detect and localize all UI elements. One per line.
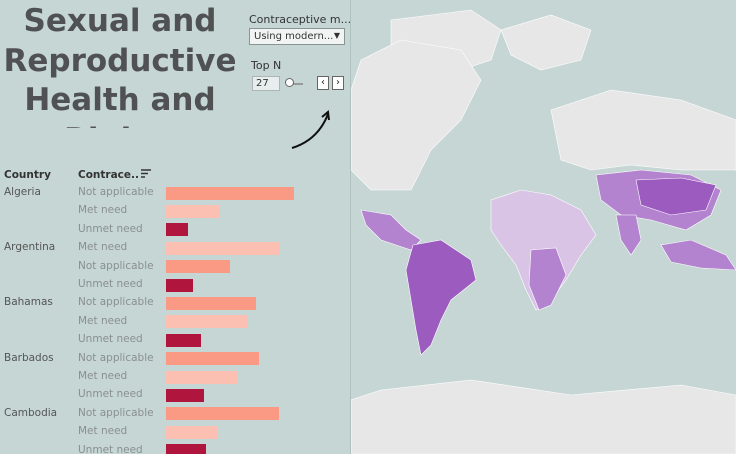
bar-met-need[interactable]: [166, 425, 218, 439]
south-america-region: [405, 239, 477, 356]
southern-africa-region: [528, 247, 567, 311]
row-type-label: Not applicable: [78, 296, 154, 309]
row-country-label: Cambodia: [4, 406, 58, 419]
bar-met-need[interactable]: [166, 370, 238, 384]
row-type-label: Met need: [78, 425, 128, 438]
bar-met-need[interactable]: [166, 315, 247, 329]
row-type-label: Met need: [78, 204, 128, 217]
india-region: [615, 214, 642, 256]
previous-button[interactable]: ‹: [317, 76, 329, 90]
bar-met-need[interactable]: [166, 241, 280, 255]
china-region: [635, 177, 717, 216]
sort-icon[interactable]: [140, 169, 152, 179]
topn-slider-handle[interactable]: [285, 78, 294, 87]
bar-not-applicable[interactable]: [166, 352, 259, 366]
row-type-label: Not applicable: [78, 351, 154, 364]
dropdown-value: Using modern...: [254, 31, 334, 42]
filter-label: Contraceptive m...: [249, 13, 350, 26]
row-type-label: Unmet need: [78, 222, 143, 235]
topn-input[interactable]: 27: [252, 76, 280, 91]
antarctica-region: [351, 379, 736, 454]
topn-slider-track[interactable]: [287, 83, 303, 85]
panel-divider: [350, 0, 351, 454]
row-country-label: Barbados: [4, 351, 54, 364]
bar-unmet-need[interactable]: [166, 333, 201, 347]
bar-not-applicable[interactable]: [166, 186, 294, 200]
row-type-label: Met need: [78, 370, 128, 382]
bar-unmet-need[interactable]: [166, 388, 204, 402]
central-america-region: [360, 209, 422, 251]
north-america-region: [351, 39, 482, 191]
bar-met-need[interactable]: [166, 204, 220, 218]
row-type-label: Not applicable: [78, 186, 154, 198]
southeast-asia-region: [660, 239, 736, 271]
row-type-label: Met need: [78, 241, 128, 254]
contraceptive-method-dropdown[interactable]: Using modern... ▼: [249, 28, 345, 45]
bar-not-applicable[interactable]: [166, 296, 256, 310]
row-type-label: Not applicable: [78, 406, 154, 419]
row-country-label: Bahamas: [4, 296, 53, 309]
curved-arrow-icon: [291, 110, 330, 149]
world-map[interactable]: [351, 0, 736, 454]
next-button[interactable]: ›: [332, 76, 344, 90]
bar-not-applicable[interactable]: [166, 407, 279, 421]
page-title: Sexual and Reproductive Health and Right…: [3, 3, 237, 128]
topn-label: Top N: [251, 59, 282, 72]
row-type-label: Unmet need: [78, 278, 143, 290]
chevron-down-icon: ▼: [333, 31, 340, 40]
row-type-label: Met need: [78, 314, 128, 327]
left-panel: Sexual and Reproductive Health and Right…: [0, 0, 350, 454]
bar-not-applicable[interactable]: [166, 260, 230, 274]
row-type-label: Not applicable: [78, 259, 154, 272]
row-type-label: Unmet need: [78, 443, 143, 454]
row-type-label: Unmet need: [78, 388, 143, 401]
greenland-region: [500, 14, 592, 71]
column-header-country[interactable]: Country: [4, 169, 51, 181]
chevron-right-icon: ›: [336, 77, 340, 88]
row-country-label: Argentina: [4, 241, 56, 254]
bar-unmet-need[interactable]: [166, 444, 206, 454]
column-header-contraceptive[interactable]: Contrace..: [78, 169, 140, 181]
chevron-left-icon: ‹: [321, 77, 325, 88]
bar-unmet-need[interactable]: [166, 278, 193, 292]
row-type-label: Unmet need: [78, 333, 143, 346]
bar-unmet-need[interactable]: [166, 223, 188, 237]
eurasia-north-region: [550, 89, 736, 171]
row-country-label: Algeria: [4, 186, 41, 198]
